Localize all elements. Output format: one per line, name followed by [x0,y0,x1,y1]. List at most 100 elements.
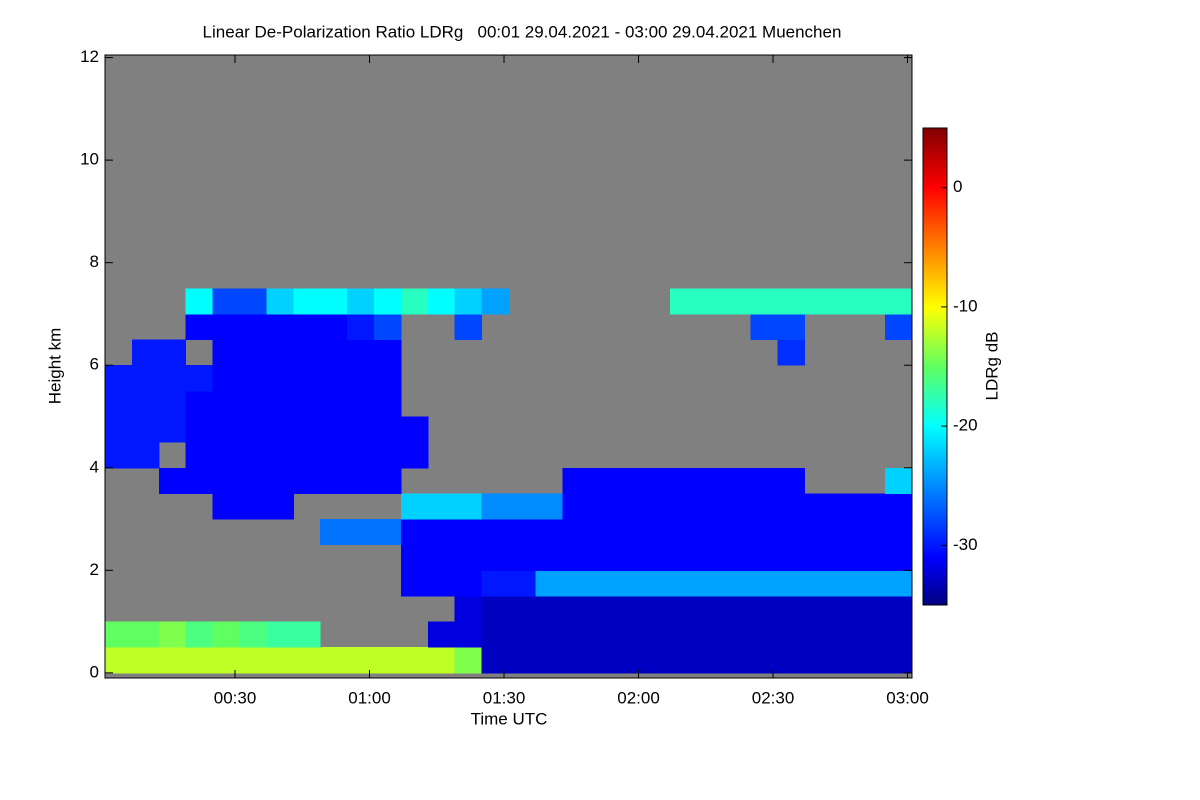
cell [885,647,913,674]
cell [212,442,240,469]
cell [777,621,805,648]
cell [562,570,590,597]
cell [669,595,698,623]
cell [858,647,886,674]
cell [696,570,725,597]
cell [535,570,563,597]
cell [400,493,429,520]
cell [266,313,294,341]
cell [481,288,509,315]
cell [562,467,590,494]
cell [723,519,752,546]
colorbar-tick-label: -30 [953,535,978,554]
cell [427,493,456,520]
cell [804,519,832,546]
cell [293,313,321,341]
cell [589,544,617,571]
cell [750,288,778,315]
cell [158,365,187,392]
cell [239,493,267,520]
cell [320,519,348,546]
cell [508,595,536,623]
cell [239,339,267,366]
cell [669,519,698,546]
cell [723,288,752,315]
cell [669,288,698,315]
colorbar-tick-label: 0 [953,177,962,196]
cell [804,621,832,648]
cell [293,621,321,648]
cell [616,595,644,623]
cell [589,570,617,597]
cell [481,544,509,571]
cell [885,595,913,623]
cell [105,365,133,392]
cell [400,442,429,469]
cell [239,288,267,315]
y-tick-label: 2 [90,560,99,579]
cell [804,493,832,520]
cell [723,621,752,648]
cell [858,288,886,315]
cell [589,467,617,494]
cell [643,493,671,520]
x-tick-label: 00:30 [214,688,257,707]
x-tick-label: 02:00 [617,688,660,707]
y-tick-label: 6 [90,355,99,374]
cell [105,390,133,417]
cell [777,570,805,597]
cell [427,288,456,315]
cell [293,339,321,366]
cell [212,493,240,520]
cell [293,467,321,494]
cell [750,544,778,571]
cell [454,493,483,520]
cell [750,570,778,597]
cell [347,416,375,443]
cell [374,416,402,443]
cell [723,544,752,571]
cell [320,365,348,392]
y-axis-label: Height km [45,328,64,405]
y-tick-label: 0 [90,662,99,681]
cell [562,647,590,674]
cell [320,467,348,494]
cell [858,621,886,648]
cell [158,621,187,648]
cell [616,493,644,520]
cell [454,288,483,315]
cell [131,365,160,392]
cell [185,313,214,341]
cell [535,519,563,546]
cell [374,647,402,674]
colorbar-tick-label: -20 [953,416,978,435]
cell [535,647,563,674]
cell [185,442,214,469]
cell [750,595,778,623]
cell [400,416,429,443]
cell [293,647,321,674]
cell [616,467,644,494]
cell [777,288,805,315]
cell [481,647,509,674]
cell [105,647,133,674]
cell [831,621,859,648]
cell [535,621,563,648]
cell [669,493,698,520]
cell [777,493,805,520]
x-tick-label: 01:30 [483,688,526,707]
cell [212,313,240,341]
cell [374,519,402,546]
cell [696,595,725,623]
cell [885,544,913,571]
cell [400,570,429,597]
cell [535,595,563,623]
x-tick-label: 01:00 [348,688,391,707]
cell [723,467,752,494]
cell [777,339,805,366]
cell [885,621,913,648]
cell [374,442,402,469]
x-tick-label: 02:30 [752,688,795,707]
cell [212,621,240,648]
cell [831,570,859,597]
